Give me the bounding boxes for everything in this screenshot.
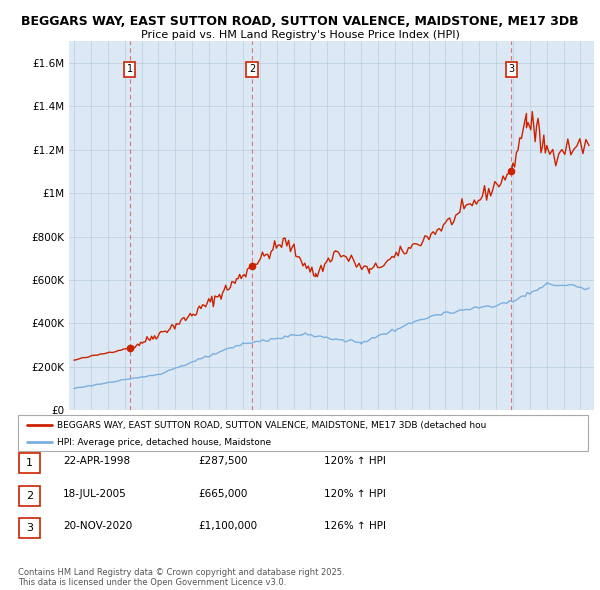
Text: 1: 1 — [26, 458, 33, 468]
Text: 120% ↑ HPI: 120% ↑ HPI — [324, 457, 386, 466]
Text: 3: 3 — [508, 64, 514, 74]
Text: £287,500: £287,500 — [198, 457, 248, 466]
Text: HPI: Average price, detached house, Maidstone: HPI: Average price, detached house, Maid… — [57, 438, 271, 447]
Text: 2: 2 — [249, 64, 255, 74]
Text: 22-APR-1998: 22-APR-1998 — [63, 457, 130, 466]
Text: 126% ↑ HPI: 126% ↑ HPI — [324, 522, 386, 531]
Text: 20-NOV-2020: 20-NOV-2020 — [63, 522, 132, 531]
Text: 1: 1 — [127, 64, 133, 74]
Text: 3: 3 — [26, 523, 33, 533]
Text: BEGGARS WAY, EAST SUTTON ROAD, SUTTON VALENCE, MAIDSTONE, ME17 3DB: BEGGARS WAY, EAST SUTTON ROAD, SUTTON VA… — [21, 15, 579, 28]
Text: Contains HM Land Registry data © Crown copyright and database right 2025.
This d: Contains HM Land Registry data © Crown c… — [18, 568, 344, 587]
Text: £665,000: £665,000 — [198, 489, 247, 499]
Text: 18-JUL-2005: 18-JUL-2005 — [63, 489, 127, 499]
Text: BEGGARS WAY, EAST SUTTON ROAD, SUTTON VALENCE, MAIDSTONE, ME17 3DB (detached hou: BEGGARS WAY, EAST SUTTON ROAD, SUTTON VA… — [57, 421, 486, 430]
Text: Price paid vs. HM Land Registry's House Price Index (HPI): Price paid vs. HM Land Registry's House … — [140, 30, 460, 40]
Text: 2: 2 — [26, 491, 33, 500]
Text: 120% ↑ HPI: 120% ↑ HPI — [324, 489, 386, 499]
Text: £1,100,000: £1,100,000 — [198, 522, 257, 531]
